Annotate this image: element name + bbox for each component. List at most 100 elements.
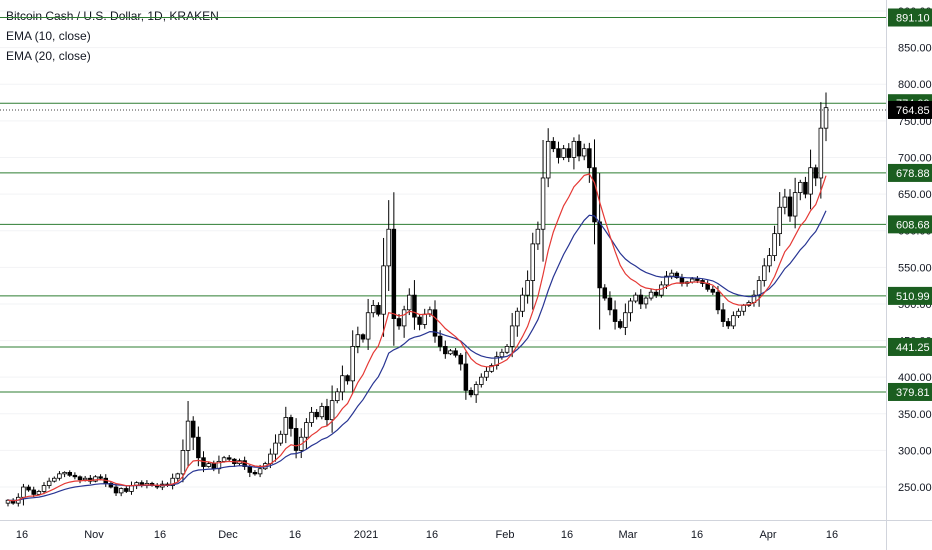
level-label-bg xyxy=(888,163,932,182)
candle xyxy=(710,286,716,296)
last-price-label-bg xyxy=(888,100,932,119)
grid xyxy=(0,10,886,488)
candle-body xyxy=(371,305,376,314)
candle-body xyxy=(57,473,62,479)
candle-body xyxy=(443,346,448,355)
candle-body xyxy=(792,192,798,217)
candle-body xyxy=(597,221,602,289)
candle-body xyxy=(458,354,463,365)
candle-body xyxy=(108,482,114,488)
candle-body xyxy=(715,291,721,311)
candle-body xyxy=(62,471,67,475)
candle-body xyxy=(556,148,561,158)
candle-body xyxy=(82,477,88,481)
horizontal-levels xyxy=(0,17,886,393)
candle xyxy=(391,192,397,346)
candle xyxy=(489,363,494,373)
x-tick-label: 2021 xyxy=(354,529,378,541)
candle-body xyxy=(756,280,762,296)
candle-body xyxy=(335,391,340,402)
candle-body xyxy=(52,477,57,482)
candle-body xyxy=(31,489,36,495)
candle-body xyxy=(777,206,782,235)
y-tick-label: 850.00 xyxy=(898,43,932,55)
y-tick-label: 350.00 xyxy=(898,409,932,421)
candle xyxy=(777,192,782,246)
x-tick-label: 16 xyxy=(826,529,838,541)
candle xyxy=(124,486,129,494)
candle-body xyxy=(818,127,824,179)
candle-body xyxy=(46,480,52,486)
candle-body xyxy=(329,400,335,421)
candle-body xyxy=(360,334,366,340)
candle-body xyxy=(551,140,556,150)
candle-body xyxy=(762,265,767,281)
candle-body xyxy=(540,177,546,230)
candle xyxy=(376,302,381,317)
candle xyxy=(551,137,556,153)
x-tick-label: 16 xyxy=(289,529,301,541)
candle-body xyxy=(725,321,731,327)
candle-body xyxy=(731,315,736,327)
candle-body xyxy=(252,471,258,475)
candle xyxy=(818,102,824,199)
candle-body xyxy=(576,140,582,157)
level-label: 678.88 xyxy=(896,168,930,180)
candle xyxy=(679,273,685,287)
candle xyxy=(623,303,628,336)
x-tick-label: 16 xyxy=(561,529,573,541)
candle-body xyxy=(293,428,299,451)
candle-body xyxy=(211,463,217,470)
candle xyxy=(633,292,638,304)
candle xyxy=(422,308,427,329)
candle xyxy=(612,300,618,330)
candle-body xyxy=(720,309,726,322)
candle-body xyxy=(787,196,793,217)
candle-body xyxy=(813,167,818,179)
candle-body xyxy=(612,309,618,322)
candle xyxy=(62,471,67,478)
candle xyxy=(335,388,340,404)
candle-body xyxy=(196,436,201,459)
candle-body xyxy=(808,167,813,195)
candle-body xyxy=(520,294,525,312)
candle xyxy=(175,472,181,482)
ema10-legend-label: EMA (10, close) xyxy=(6,29,91,43)
candle xyxy=(453,348,458,358)
candle xyxy=(93,475,98,483)
y-tick-label: 300.00 xyxy=(898,445,932,457)
candle-body xyxy=(823,107,829,129)
candle-body xyxy=(170,477,175,486)
candle-body xyxy=(736,310,741,317)
candle xyxy=(772,225,777,262)
candle xyxy=(823,92,829,142)
candle-body xyxy=(93,476,98,482)
candle xyxy=(731,311,736,330)
candle xyxy=(309,406,314,427)
candle xyxy=(479,373,484,388)
x-tick-label: Apr xyxy=(759,529,776,541)
candle xyxy=(484,366,489,381)
candle-body xyxy=(124,488,129,492)
candle-body xyxy=(309,411,314,423)
candle xyxy=(720,303,726,328)
candle xyxy=(715,285,721,315)
candle xyxy=(525,270,530,304)
candle-body xyxy=(113,486,119,494)
candle-body xyxy=(72,474,78,478)
level-label-bg xyxy=(888,8,932,27)
candle-body xyxy=(798,181,803,194)
candle xyxy=(576,134,582,162)
candle xyxy=(360,333,366,343)
x-tick-label: 16 xyxy=(16,529,28,541)
candle xyxy=(808,149,813,210)
candle-body xyxy=(664,275,669,286)
candle xyxy=(556,141,561,164)
candle-body xyxy=(617,321,623,328)
candle-body xyxy=(803,181,808,195)
candle-body xyxy=(257,468,263,475)
candle xyxy=(170,473,175,490)
candle-body xyxy=(473,384,479,396)
